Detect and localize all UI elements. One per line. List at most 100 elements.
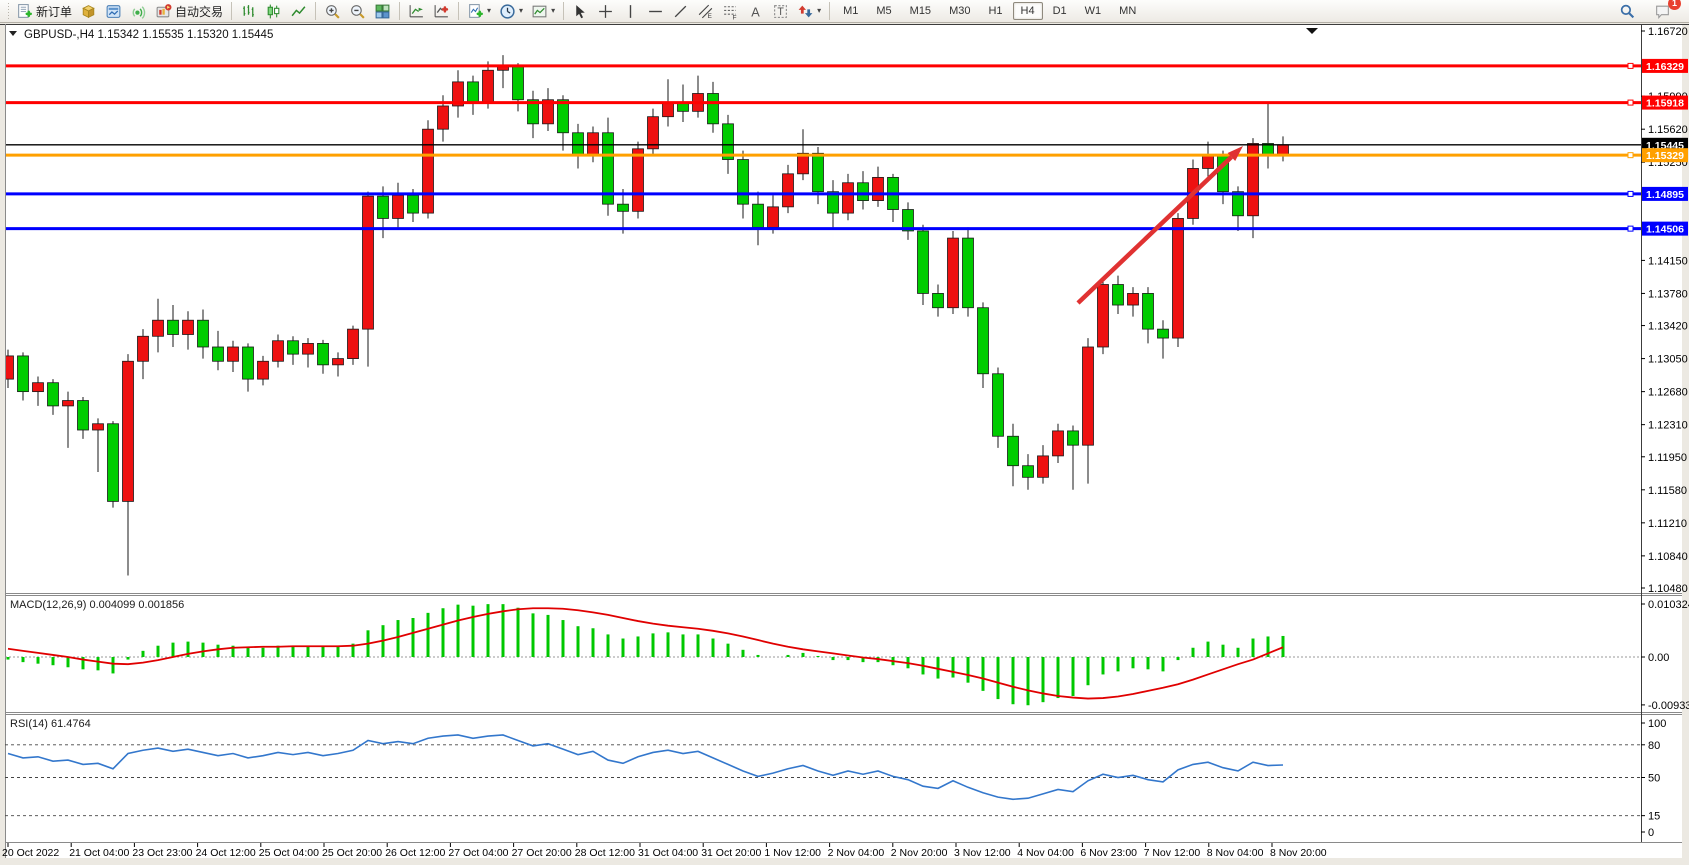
candle <box>212 346 224 362</box>
timeframe-button-mn[interactable]: MN <box>1119 5 1137 17</box>
candle <box>797 152 809 175</box>
horizontal-line-1.15918[interactable] <box>5 99 1641 106</box>
zoom-out-button[interactable] <box>345 1 370 21</box>
date-axis[interactable]: 20 Oct 2022 21 Oct 04:00 23 Oct 23:00 24 Oc… <box>2 843 1327 859</box>
candle <box>917 230 929 294</box>
timeframe-button-d1[interactable]: D1 <box>1052 5 1067 17</box>
candle <box>422 128 434 214</box>
tile-windows-icon <box>375 4 390 18</box>
new-order-button[interactable]: 新订单 <box>12 1 76 21</box>
candle <box>1067 430 1079 446</box>
candle <box>287 340 299 355</box>
svg-text:1.13050: 1.13050 <box>1648 354 1688 366</box>
auto-scroll-button[interactable] <box>404 1 429 21</box>
line-handle[interactable] <box>1627 152 1634 159</box>
rsi-axis-label: 50 <box>1648 773 1660 785</box>
candlestick-chart-button[interactable] <box>261 1 286 21</box>
cursor-button[interactable] <box>568 1 593 21</box>
horizontal-line-1.14506[interactable] <box>5 225 1641 232</box>
timeframe-button-m5[interactable]: M5 <box>876 5 892 17</box>
candle <box>857 182 869 201</box>
line-handle[interactable] <box>1627 225 1634 232</box>
candle <box>1142 293 1154 330</box>
timeframe-button-w1[interactable]: W1 <box>1084 5 1102 17</box>
text-label-button[interactable]: T <box>768 1 793 21</box>
macd-header: MACD(12,26,9) 0.004099 0.001856 <box>10 599 184 611</box>
new-order-icon <box>18 3 32 18</box>
chart-shift-button[interactable] <box>429 1 454 21</box>
search-button[interactable] <box>1615 1 1640 21</box>
candle <box>632 148 644 212</box>
date-label: 20 Oct 2022 <box>2 847 59 859</box>
bar-chart-button[interactable] <box>236 1 261 21</box>
candle <box>647 116 659 150</box>
line-chart-button[interactable] <box>286 1 311 21</box>
date-label: 27 Oct 04:00 <box>448 847 508 859</box>
svg-text:1.15918: 1.15918 <box>1646 98 1684 110</box>
price-badge-1.16329: 1.16329 <box>1642 58 1688 73</box>
one-click-trading-toggle[interactable] <box>9 31 17 36</box>
zoom-out-icon <box>351 4 365 19</box>
line-chart-icon <box>291 5 306 16</box>
periods-button[interactable]: ▾ <box>495 1 527 21</box>
templates-button[interactable]: ▾ <box>527 1 559 21</box>
candle <box>1247 143 1259 217</box>
date-label: 7 Nov 12:00 <box>1144 847 1201 859</box>
line-handle[interactable] <box>1627 190 1634 197</box>
arrows-tool-icon <box>798 5 813 17</box>
fibonacci-button[interactable]: F <box>718 1 743 21</box>
horizontal-line-1.15329[interactable] <box>5 152 1641 159</box>
timeframe-button-m1[interactable]: M1 <box>843 5 859 17</box>
candle <box>5 355 14 380</box>
candle <box>902 209 914 232</box>
notifications-button[interactable]: 1 <box>1650 0 1681 21</box>
macd-axis-label: 0.00 <box>1648 652 1669 664</box>
trendline-button[interactable] <box>668 1 693 21</box>
chart-shift-marker[interactable] <box>1306 28 1318 34</box>
timeframe-button-h1[interactable]: H1 <box>988 5 1003 17</box>
new-order-label: 新订单 <box>36 4 73 19</box>
cursor-icon <box>576 4 585 18</box>
date-label: 1 Nov 12:00 <box>764 847 821 859</box>
candle <box>977 307 989 375</box>
timeframe-button-m30[interactable]: M30 <box>949 5 971 17</box>
toolbar-grip[interactable] <box>6 3 10 19</box>
dropdown-caret-icon: ▾ <box>519 6 524 15</box>
candle <box>362 195 374 330</box>
candle <box>1022 465 1034 478</box>
candle <box>452 81 464 107</box>
equidistant-channel-button[interactable]: E <box>693 1 718 21</box>
zoom-in-button[interactable] <box>320 1 345 21</box>
date-label: 6 Nov 23:00 <box>1080 847 1137 859</box>
line-handle[interactable] <box>1627 62 1634 69</box>
svg-text:E: E <box>708 12 712 19</box>
text-button[interactable]: A <box>743 1 768 21</box>
timeframe-button-h4[interactable]: H4 <box>1012 2 1043 20</box>
indicators-button[interactable]: ▾ <box>463 1 495 21</box>
horizontal-line-button[interactable] <box>643 1 668 21</box>
candlestick-icon <box>267 4 280 18</box>
candle <box>1007 435 1019 467</box>
autotrading-button[interactable]: 自动交易 <box>151 1 227 21</box>
candle <box>137 335 149 362</box>
tile-windows-button[interactable] <box>370 1 395 21</box>
horizontal-line-1.16329[interactable] <box>5 62 1641 69</box>
rsi-header: RSI(14) 61.4764 <box>10 718 91 730</box>
text-label-icon: T <box>774 4 787 18</box>
timeframe-button-m15[interactable]: M15 <box>909 5 932 17</box>
date-label: 31 Oct 20:00 <box>701 847 761 859</box>
candle <box>767 206 779 228</box>
signals-button[interactable] <box>126 1 151 21</box>
market-watch-button[interactable] <box>76 1 101 21</box>
crosshair-button[interactable] <box>593 1 618 21</box>
candle <box>1202 155 1214 169</box>
trendline-icon <box>674 5 687 17</box>
arrows-tool-button[interactable]: ▾ <box>793 1 825 21</box>
line-handle[interactable] <box>1627 99 1634 106</box>
terminal-button[interactable] <box>101 1 126 21</box>
horizontal-line-1.14895[interactable] <box>5 190 1641 197</box>
candle <box>842 182 854 214</box>
candle <box>992 373 1004 437</box>
vertical-line-button[interactable] <box>618 1 643 21</box>
trend-arrow-annotation[interactable] <box>1076 146 1243 305</box>
